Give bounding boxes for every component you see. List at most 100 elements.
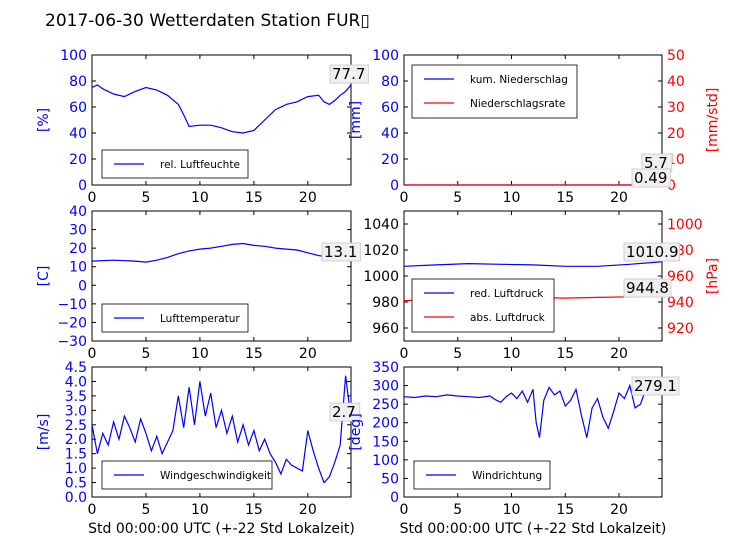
legend-entry: kum. Niederschlag — [470, 74, 568, 86]
y-tick-label: 200 — [372, 416, 399, 432]
value-annotation-box — [329, 402, 361, 422]
x-tick-label: 15 — [245, 346, 263, 362]
y-tick-label: 350 — [372, 360, 399, 376]
y-tick-label-right: 0 — [667, 178, 676, 194]
x-tick-label: 15 — [245, 190, 263, 206]
y-axis-label: [m/s] — [36, 414, 52, 451]
y-tick-label: 80 — [69, 74, 87, 90]
y-tick-label: 60 — [381, 100, 399, 116]
legend-entry: abs. Luftdruck — [470, 312, 546, 324]
series-line-windgeschwindigkeit — [92, 375, 351, 484]
y-tick-label: 1.5 — [65, 447, 87, 463]
legend-entry: rel. Luftfeuchte — [160, 159, 240, 171]
y-tick-label: 1000 — [363, 269, 399, 285]
y-tick-label: 10 — [69, 260, 87, 276]
x-tick-label: 20 — [299, 190, 317, 206]
y-tick-label-right: 40 — [667, 74, 685, 90]
y-tick-label: 2.5 — [65, 418, 87, 434]
x-tick-label: 15 — [245, 502, 263, 518]
y-tick-label-right: 1000 — [667, 217, 703, 233]
series-line-lufttemperatur — [92, 242, 351, 263]
x-tick-label: 0 — [400, 190, 409, 206]
y-tick-label: 1020 — [363, 243, 399, 259]
value-annotation: 279.1 — [634, 377, 677, 395]
legend-entry: Lufttemperatur — [160, 313, 240, 325]
y-tick-label: 4.5 — [65, 360, 87, 376]
x-tick-label: 20 — [299, 502, 317, 518]
plot-frame — [91, 366, 352, 498]
x-tick-label: 0 — [88, 190, 97, 206]
x-tick-label: 10 — [503, 346, 521, 362]
value-annotation: 944.8 — [626, 279, 669, 297]
chart-panel-humidity: 0 5 10 15 20 0 20 40 60 80 100 [%] rel. Luftfeuchte 7… — [36, 48, 369, 206]
y-tick-label: 20 — [69, 152, 87, 168]
x-tick-label: 20 — [299, 346, 317, 362]
x-tick-label: 20 — [610, 190, 628, 206]
y-tick-label: 3.0 — [65, 403, 87, 419]
y-tick-label: 100 — [372, 453, 399, 469]
x-tick-label: 10 — [191, 346, 209, 362]
value-annotation-box — [321, 242, 361, 262]
x-tick-label: 10 — [191, 502, 209, 518]
y-tick-label-right: 50 — [667, 48, 685, 64]
x-tick-label: 0 — [88, 346, 97, 362]
x-tick-label: 10 — [503, 190, 521, 206]
value-annotation-box — [329, 64, 369, 84]
y-tick-label: 50 — [381, 471, 399, 487]
chart-panel-pressure: 0 5 10 15 2096098010001020104092094096098010… — [363, 210, 721, 362]
x-tick-label: 5 — [453, 190, 462, 206]
legend-entry: red. Luftdruck — [470, 288, 544, 300]
x-tick-label: 5 — [453, 502, 462, 518]
legend-box — [411, 64, 578, 119]
y-axis-label: [mm] — [348, 101, 364, 139]
y-tick-label: 30 — [69, 223, 87, 239]
y-tick-label: 0 — [390, 490, 399, 506]
figure-title: 2017-06-30 Wetterdaten Station FUR▯ — [45, 11, 370, 31]
x-tick-label: 20 — [610, 502, 628, 518]
legend-box — [411, 278, 555, 333]
y-tick-label: 0 — [390, 178, 399, 194]
y-tick-label: 4.0 — [65, 374, 87, 390]
value-annotation: 1010.9 — [626, 243, 679, 261]
plot-frame — [403, 366, 663, 498]
y-tick-label: 100 — [372, 48, 399, 64]
value-annotation: 0.49 — [634, 169, 667, 187]
plot-frame — [91, 54, 352, 186]
x-tick-label: 5 — [453, 346, 462, 362]
x-tick-label: 0 — [400, 346, 409, 362]
series-line-red-luftdruck — [404, 261, 662, 267]
x-tick-label: 15 — [556, 346, 574, 362]
y-tick-label-right: 20 — [667, 126, 685, 142]
x-tick-label: 0 — [88, 502, 97, 518]
y-tick-label: 40 — [381, 126, 399, 142]
y-tick-label: −20 — [57, 315, 87, 331]
chart-panel-wind-speed: 0 5 10 15 20 0.00.51.01.52.02.53.03.54.04.5 [m… — [36, 360, 361, 537]
legend-entry: Windgeschwindigkeit — [160, 470, 271, 482]
y-axis-label-right: [hPa] — [705, 258, 721, 294]
y-axis-label: [deg] — [348, 413, 364, 450]
y-tick-label: 250 — [372, 397, 399, 413]
x-tick-label: 10 — [503, 502, 521, 518]
y-tick-label: 1.0 — [65, 461, 87, 477]
y-tick-label: 0 — [78, 178, 87, 194]
plot-frame — [91, 210, 352, 342]
chart-panel-temperature: 0 5 10 15 20 −30 −20 −10 0 10 20 30 40 [C] Lufttempera… — [36, 204, 361, 362]
y-tick-label: 100 — [60, 48, 87, 64]
value-annotation-box — [623, 242, 680, 262]
y-tick-label: 40 — [69, 204, 87, 220]
y-tick-label: 2.0 — [65, 432, 87, 448]
x-axis-label: Std 00:00:00 UTC (+-22 Std Lokalzeit) — [400, 521, 667, 537]
y-tick-label: 40 — [69, 126, 87, 142]
y-tick-label: 1040 — [363, 217, 399, 233]
y-tick-label: 20 — [381, 152, 399, 168]
y-tick-label: 150 — [372, 434, 399, 450]
y-tick-label-right: 940 — [667, 295, 694, 311]
x-tick-label: 0 — [400, 502, 409, 518]
value-annotation: 2.7 — [332, 403, 356, 421]
y-tick-label: −10 — [57, 297, 87, 313]
series-line-rel-luftfeuchte — [92, 84, 351, 134]
y-tick-label-right: 30 — [667, 100, 685, 116]
legend-entry: Windrichtung — [472, 470, 542, 482]
